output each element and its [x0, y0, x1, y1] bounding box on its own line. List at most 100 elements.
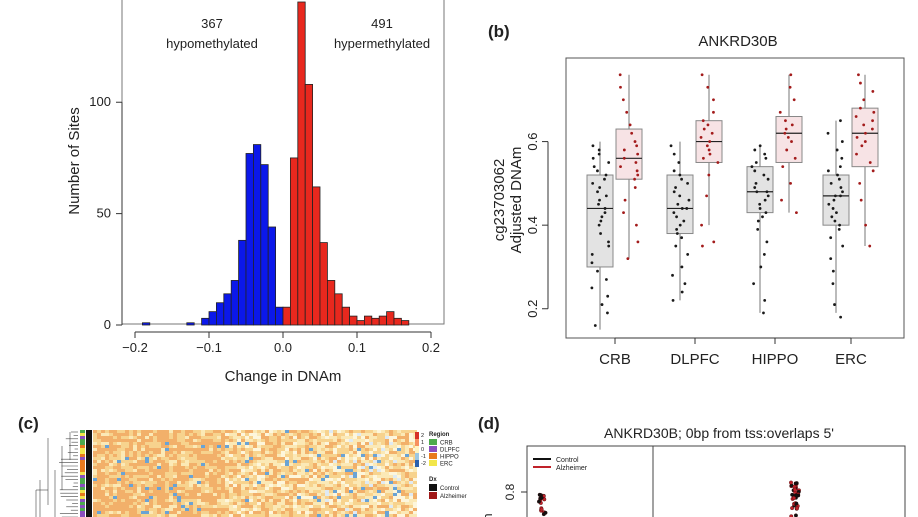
heatmap-cell [173, 475, 177, 478]
heatmap-cell [157, 454, 161, 457]
heatmap-cell [397, 490, 401, 493]
heatmap-cell [345, 493, 349, 496]
heatmap-cell [105, 484, 109, 487]
scatter-point [789, 480, 793, 485]
heatmap-cell [201, 460, 205, 463]
region-bar-cell [80, 478, 85, 481]
heatmap-cell [149, 439, 153, 442]
heatmap-cell [129, 502, 133, 505]
heatmap-cell [233, 499, 237, 502]
heatmap-cell [405, 445, 409, 448]
heatmap-cell [289, 469, 293, 472]
heatmap-cell [125, 445, 129, 448]
heatmap-cell [389, 502, 393, 505]
heatmap-cell [293, 496, 297, 499]
heatmap-cell [337, 445, 341, 448]
heatmap-cell [233, 460, 237, 463]
heatmap-cell [97, 451, 101, 454]
heatmap-cell [237, 448, 241, 451]
histogram-bar [326, 280, 336, 326]
heatmap-cell [165, 430, 169, 433]
heatmap-cell [249, 499, 253, 502]
heatmap-side-annotations [80, 430, 92, 517]
heatmap-cell [329, 451, 333, 454]
heatmap-cell [173, 481, 177, 484]
heatmap-cell [329, 514, 333, 517]
heatmap-cell [325, 478, 329, 481]
heatmap-cell [169, 493, 173, 496]
heatmap-cell [113, 481, 117, 484]
heatmap-cell [297, 499, 301, 502]
boxplot-point [619, 165, 622, 169]
heatmap-cell [401, 508, 405, 511]
heatmap-cell [269, 442, 273, 445]
boxplot-y-axis: 0.20.40.6 [525, 133, 549, 318]
heatmap-cell [369, 454, 373, 457]
heatmap-cell [121, 436, 125, 439]
heatmap-cell [173, 508, 177, 511]
heatmap-cell [357, 490, 361, 493]
scale-ramp-cell [415, 432, 419, 439]
heatmap-cell [161, 469, 165, 472]
heatmap-cell [253, 511, 257, 514]
heatmap-cell [393, 463, 397, 466]
heatmap-cell [401, 439, 405, 442]
heatmap-cell [201, 511, 205, 514]
heatmap-cell [197, 505, 201, 508]
heatmap-cell [233, 490, 237, 493]
boxplot-point [752, 282, 756, 286]
heatmap-cell [285, 478, 289, 481]
heatmap-cell [401, 478, 405, 481]
heatmap-cell [225, 514, 229, 517]
heatmap-cell [245, 457, 249, 460]
heatmap-cell [265, 448, 269, 451]
heatmap-cell [305, 496, 309, 499]
heatmap-cell [257, 433, 261, 436]
heatmap-cell [345, 466, 349, 469]
heatmap-cell [285, 430, 289, 433]
heatmap-cell [393, 508, 397, 511]
heatmap-cell [113, 487, 117, 490]
heatmap-cell [257, 484, 261, 487]
heatmap-cell [229, 448, 233, 451]
heatmap-cell [129, 436, 133, 439]
heatmap-cell [225, 439, 229, 442]
scatter-point [793, 487, 797, 492]
heatmap-cell [245, 505, 249, 508]
heatmap-cell [249, 445, 253, 448]
heatmap-cell [381, 499, 385, 502]
heatmap-cell [193, 478, 197, 481]
heatmap-cell [281, 514, 285, 517]
heatmap-cell [337, 436, 341, 439]
boxplot-point [765, 240, 769, 244]
heatmap-cell [193, 442, 197, 445]
heatmap-cell [397, 442, 401, 445]
heatmap-cell [409, 487, 413, 490]
heatmap-cell [253, 436, 257, 439]
heatmap-cell [209, 457, 213, 460]
heatmap-cell [321, 502, 325, 505]
boxplot-point [597, 202, 600, 206]
heatmap-cell [349, 472, 353, 475]
heatmap-cell [293, 487, 297, 490]
heatmap-cell [393, 442, 397, 445]
heatmap-cell [393, 448, 397, 451]
heatmap-cell [173, 478, 177, 481]
heatmap-cell [209, 475, 213, 478]
heatmap-cell [129, 499, 133, 502]
heatmap-cell [157, 481, 161, 484]
boxplot-point [758, 207, 762, 210]
heatmap-cell [197, 514, 201, 517]
heatmap-cell [181, 496, 185, 499]
heatmap-cell [233, 508, 237, 511]
heatmap-cell [197, 511, 201, 514]
heatmap-cell [405, 502, 409, 505]
heatmap-cell [205, 463, 209, 466]
boxplot-point [826, 169, 830, 173]
histogram-x-tick-label: 0.2 [422, 340, 440, 355]
heatmap-cell [337, 466, 341, 469]
heatmap-cell [121, 472, 125, 475]
heatmap-cell [137, 457, 141, 460]
heatmap-cell [145, 475, 149, 478]
heatmap-cell [305, 505, 309, 508]
